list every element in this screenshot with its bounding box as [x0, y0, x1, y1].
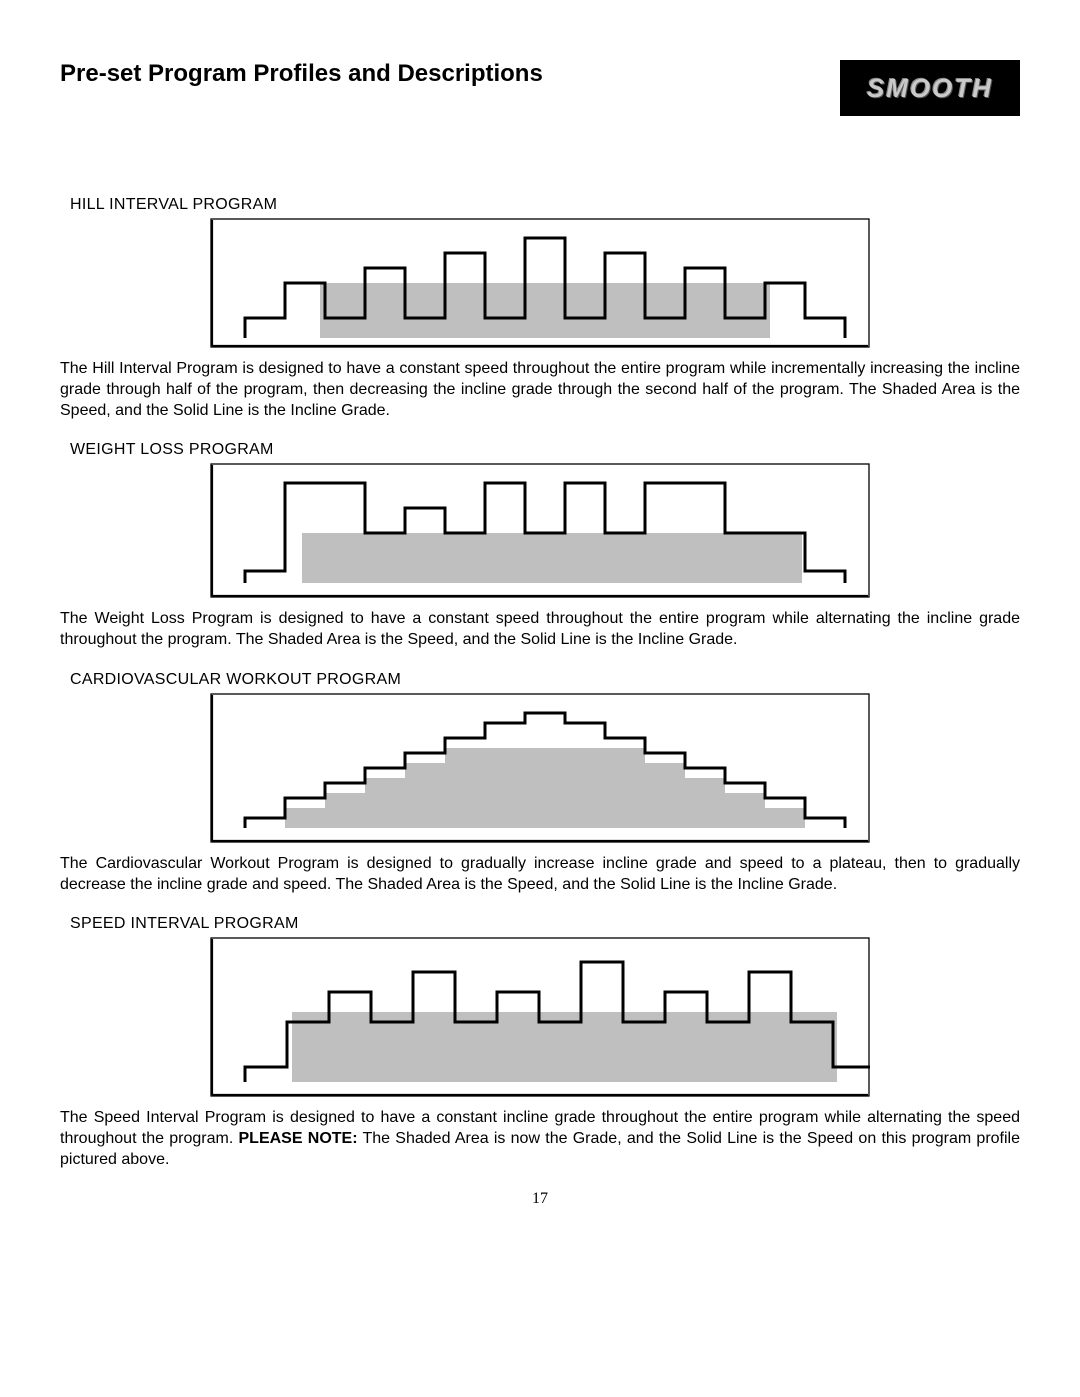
- program-title-speed: SPEED INTERVAL PROGRAM: [70, 915, 1020, 933]
- program-desc-speed: The Speed Interval Program is designed t…: [60, 1107, 1020, 1170]
- program-title-hill: HILL INTERVAL PROGRAM: [70, 196, 1020, 214]
- chart-weight: [210, 463, 870, 598]
- chart-cardio: [210, 693, 870, 843]
- program-desc-hill: The Hill Interval Program is designed to…: [60, 358, 1020, 421]
- page-title: Pre-set Program Profiles and Description…: [60, 60, 543, 88]
- chart-hill: [210, 218, 870, 348]
- program-hill: HILL INTERVAL PROGRAM The Hill Interval …: [60, 196, 1020, 421]
- program-title-weight: WEIGHT LOSS PROGRAM: [70, 441, 1020, 459]
- program-speed: SPEED INTERVAL PROGRAM The Speed Interva…: [60, 915, 1020, 1170]
- program-weight: WEIGHT LOSS PROGRAM The Weight Loss Prog…: [60, 441, 1020, 650]
- brand-logo-text: SMOOTH: [867, 73, 993, 104]
- brand-logo: SMOOTH: [840, 60, 1020, 116]
- program-desc-cardio: The Cardiovascular Workout Program is de…: [60, 853, 1020, 895]
- program-desc-weight: The Weight Loss Program is designed to h…: [60, 608, 1020, 650]
- chart-speed: [210, 937, 870, 1097]
- program-cardio: CARDIOVASCULAR WORKOUT PROGRAM The Cardi…: [60, 671, 1020, 895]
- please-note-label: PLEASE NOTE:: [239, 1130, 358, 1147]
- program-title-cardio: CARDIOVASCULAR WORKOUT PROGRAM: [70, 671, 1020, 689]
- page-number: 17: [60, 1190, 1020, 1208]
